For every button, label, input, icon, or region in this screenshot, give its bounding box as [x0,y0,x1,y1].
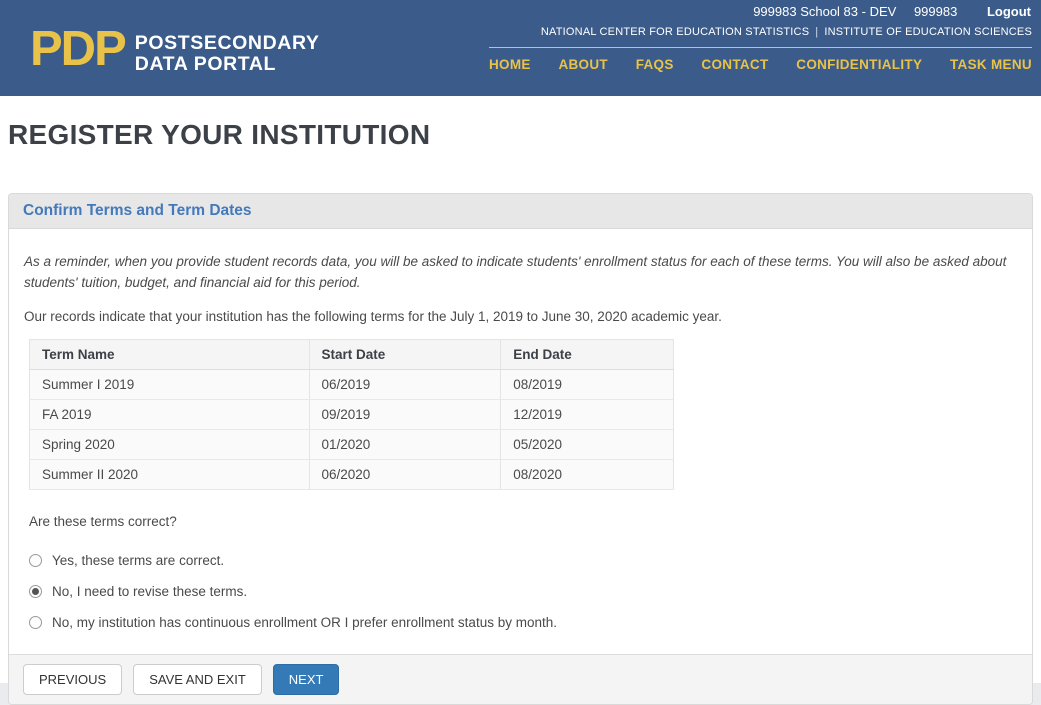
col-term-name: Term Name [29,339,310,370]
term-name-cell: FA 2019 [29,399,310,430]
start-date-cell: 01/2020 [309,429,502,460]
start-date-cell: 06/2019 [309,369,502,400]
option-yes-correct[interactable]: Yes, these terms are correct. [29,545,1017,576]
end-date-cell: 05/2020 [500,429,674,460]
option-label: No, I need to revise these terms. [52,583,248,599]
table-row: FA 2019 09/2019 12/2019 [29,399,674,430]
option-label: Yes, these terms are correct. [52,552,225,568]
agency-ies: INSTITUTE OF EDUCATION SCIENCES [824,26,1032,38]
reminder-text: As a reminder, when you provide student … [24,253,1007,291]
account-id: 999983 [913,4,958,19]
confirm-terms-panel: Confirm Terms and Term Dates As a remind… [8,192,1033,705]
logo-text: POSTSECONDARY DATA PORTAL [134,32,320,76]
nav-home[interactable]: HOME [489,57,531,72]
logo-abbr: PDP [30,22,127,76]
nav-about[interactable]: ABOUT [558,57,608,72]
col-end-date: End Date [500,339,674,370]
term-name-cell: Summer I 2019 [29,369,310,400]
panel-body: As a reminder, when you provide student … [9,229,1032,654]
option-revise-terms[interactable]: No, I need to revise these terms. [29,576,1017,607]
nav-contact[interactable]: CONTACT [701,57,769,72]
end-date-cell: 08/2020 [500,459,674,490]
table-row: Summer I 2019 06/2019 08/2019 [29,369,674,400]
panel-footer: PREVIOUS SAVE AND EXIT NEXT [9,653,1032,704]
radio-yes-correct[interactable] [29,553,42,567]
agency-line: NATIONAL CENTER FOR EDUCATION STATISTICS… [489,26,1032,48]
save-and-exit-button[interactable]: SAVE AND EXIT [133,663,262,695]
table-row: Spring 2020 01/2020 05/2020 [29,429,674,460]
option-continuous-enrollment[interactable]: No, my institution has continuous enroll… [29,607,1017,638]
terms-radio-group: Yes, these terms are correct. No, I need… [29,545,1017,638]
term-name-cell: Spring 2020 [29,429,310,460]
records-note: Our records indicate that your instituti… [24,308,722,324]
start-date-cell: 09/2019 [309,399,502,430]
agency-nces: NATIONAL CENTER FOR EDUCATION STATISTICS [540,26,810,38]
main-content: REGISTER YOUR INSTITUTION Confirm Terms … [0,96,1041,705]
term-name-cell: Summer II 2020 [29,459,310,490]
agency-separator: | [815,26,819,38]
logout-link[interactable]: Logout [986,4,1031,19]
end-date-cell: 12/2019 [500,399,674,430]
panel-header: Confirm Terms and Term Dates [9,193,1032,229]
pdp-logo[interactable]: PDP POSTSECONDARY DATA PORTAL [30,22,320,76]
start-date-cell: 06/2020 [309,459,502,490]
site-header: 999983 School 83 - DEV 999983 Logout PDP… [0,0,1041,96]
nav-task-menu[interactable]: TASK MENU [950,57,1032,72]
previous-button[interactable]: PREVIOUS [23,663,123,695]
account-school-label: 999983 School 83 - DEV [753,4,897,19]
table-row: Summer II 2020 06/2020 08/2020 [29,459,674,490]
next-button[interactable]: NEXT [272,663,340,695]
end-date-cell: 08/2019 [500,369,674,400]
radio-revise-terms[interactable] [29,584,42,598]
page-title: REGISTER YOUR INSTITUTION [8,119,431,150]
account-bar: 999983 School 83 - DEV 999983 Logout [0,0,1041,20]
header-main: PDP POSTSECONDARY DATA PORTAL NATIONAL C… [0,20,1041,76]
terms-correct-question: Are these terms correct? [29,513,177,529]
nav-faqs[interactable]: FAQS [635,57,674,72]
panel-title: Confirm Terms and Term Dates [23,201,252,219]
terms-table-header-row: Term Name Start Date End Date [29,339,674,370]
nav-confidentiality[interactable]: CONFIDENTIALITY [796,57,923,72]
logo-line2: DATA PORTAL [134,53,277,76]
col-start-date: Start Date [309,339,502,370]
header-right: NATIONAL CENTER FOR EDUCATION STATISTICS… [489,20,1032,76]
terms-table: Term Name Start Date End Date Summer I 2… [29,338,674,490]
option-label: No, my institution has continuous enroll… [52,614,557,630]
radio-continuous-enrollment[interactable] [29,615,42,629]
main-nav: HOME ABOUT FAQS CONTACT CONFIDENTIALITY … [489,57,1032,72]
logo-line1: POSTSECONDARY [134,32,320,54]
